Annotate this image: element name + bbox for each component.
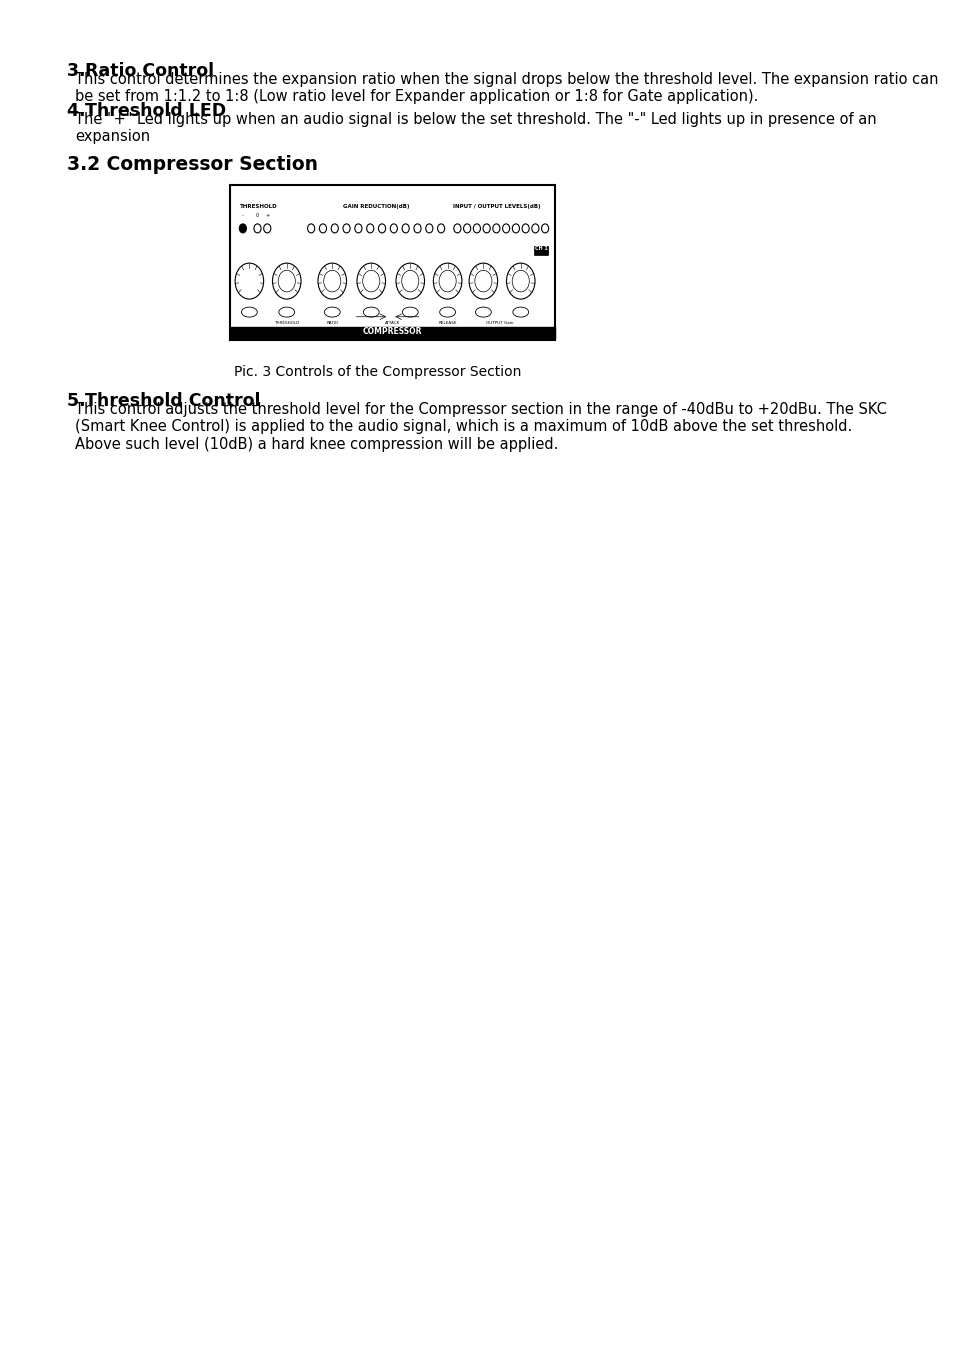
Circle shape (307, 224, 314, 232)
Ellipse shape (241, 307, 257, 317)
Circle shape (433, 263, 461, 299)
Circle shape (278, 270, 295, 292)
Circle shape (355, 224, 361, 232)
Text: RATIO: RATIO (326, 322, 338, 326)
Text: Above such level (10dB) a hard knee compression will be applied.: Above such level (10dB) a hard knee comp… (75, 436, 558, 453)
Text: OUTPUT Gain: OUTPUT Gain (485, 322, 513, 326)
Text: Threshold LED: Threshold LED (85, 101, 226, 120)
Ellipse shape (475, 307, 491, 317)
Text: 0: 0 (255, 213, 259, 218)
Text: INPUT / OUTPUT LEVELS(dB): INPUT / OUTPUT LEVELS(dB) (452, 204, 539, 208)
Circle shape (263, 224, 271, 232)
Circle shape (362, 270, 379, 292)
Circle shape (319, 224, 326, 232)
Text: be set from 1:1.2 to 1:8 (Low ratio level for Expander application or 1:8 for Ga: be set from 1:1.2 to 1:8 (Low ratio leve… (75, 89, 758, 104)
Circle shape (469, 263, 497, 299)
Text: 3.2 Compressor Section: 3.2 Compressor Section (68, 155, 318, 174)
Circle shape (512, 224, 518, 232)
Circle shape (378, 224, 385, 232)
Text: 5.: 5. (68, 392, 91, 409)
Circle shape (541, 224, 548, 232)
Circle shape (531, 224, 538, 232)
Text: (Smart Knee Control) is applied to the audio signal, which is a maximum of 10dB : (Smart Knee Control) is applied to the a… (75, 420, 852, 435)
Circle shape (343, 224, 350, 232)
Text: GAIN REDUCTION(dB): GAIN REDUCTION(dB) (342, 204, 409, 208)
Ellipse shape (439, 307, 456, 317)
Ellipse shape (278, 307, 294, 317)
Text: RELEASE: RELEASE (438, 322, 456, 326)
Circle shape (437, 224, 444, 232)
Text: ATTACK: ATTACK (384, 322, 399, 326)
Text: This control determines the expansion ratio when the signal drops below the thre: This control determines the expansion ra… (75, 72, 938, 86)
Text: Pic. 3 Controls of the Compressor Section: Pic. 3 Controls of the Compressor Sectio… (234, 365, 521, 380)
Text: This control adjusts the threshold level for the Compressor section in the range: This control adjusts the threshold level… (75, 403, 886, 417)
Circle shape (414, 224, 420, 232)
Circle shape (390, 224, 397, 232)
Circle shape (438, 270, 456, 292)
Circle shape (454, 224, 460, 232)
Circle shape (475, 270, 492, 292)
Circle shape (356, 263, 385, 299)
Circle shape (401, 270, 418, 292)
Text: The "+" Led lights up when an audio signal is below the set threshold. The "-" L: The "+" Led lights up when an audio sign… (75, 112, 876, 127)
Ellipse shape (363, 307, 378, 317)
Text: 3.: 3. (68, 62, 91, 80)
Circle shape (502, 224, 509, 232)
FancyBboxPatch shape (534, 246, 548, 254)
Circle shape (331, 224, 338, 232)
Circle shape (463, 224, 470, 232)
Circle shape (317, 263, 346, 299)
FancyBboxPatch shape (230, 185, 555, 340)
Text: THRESHOLD: THRESHOLD (240, 204, 277, 208)
Circle shape (323, 270, 340, 292)
Text: -: - (242, 213, 244, 218)
Circle shape (521, 224, 529, 232)
Circle shape (234, 263, 263, 299)
Ellipse shape (324, 307, 340, 317)
Circle shape (482, 224, 490, 232)
Text: expansion: expansion (75, 130, 151, 145)
Text: THRESHOLD: THRESHOLD (274, 322, 299, 326)
Text: COMPRESSOR: COMPRESSOR (362, 327, 421, 336)
Text: 4.: 4. (68, 101, 91, 120)
Circle shape (273, 263, 301, 299)
Circle shape (239, 224, 246, 232)
Text: Ratio Control: Ratio Control (85, 62, 213, 80)
Ellipse shape (513, 307, 528, 317)
Circle shape (395, 263, 424, 299)
Text: CH 1: CH 1 (534, 246, 547, 250)
Circle shape (512, 270, 529, 292)
Circle shape (366, 224, 374, 232)
Circle shape (401, 224, 409, 232)
Ellipse shape (402, 307, 417, 317)
Bar (230, 327, 555, 339)
Circle shape (253, 224, 261, 232)
Circle shape (506, 263, 535, 299)
Text: Threshold Control: Threshold Control (85, 392, 260, 409)
Circle shape (473, 224, 480, 232)
Circle shape (425, 224, 433, 232)
Circle shape (493, 224, 499, 232)
Text: +: + (265, 213, 269, 218)
